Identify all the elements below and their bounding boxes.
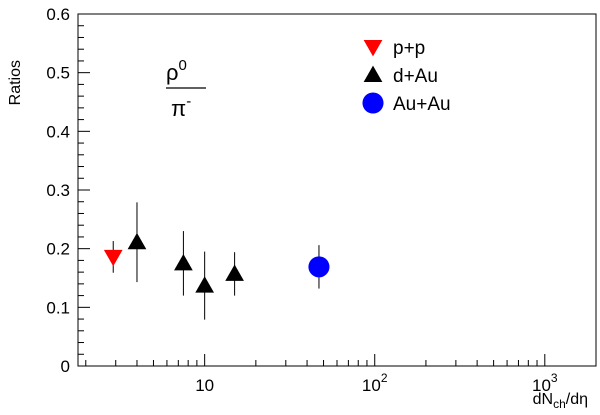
- data-point: [225, 264, 244, 281]
- legend-marker: [363, 39, 383, 57]
- y-axis-label: Ratios: [7, 60, 24, 105]
- series-au-au: [308, 245, 330, 289]
- legend-label: p+p: [393, 38, 425, 59]
- x-tick-label: 103: [532, 371, 558, 395]
- x-tick-label: 10: [195, 376, 214, 395]
- data-point: [308, 256, 330, 278]
- legend-marker: [362, 92, 384, 114]
- data-point: [103, 249, 123, 267]
- legend-label: Au+Au: [393, 94, 451, 115]
- y-tick-label: 0.4: [46, 122, 70, 141]
- plot-frame: [77, 13, 597, 367]
- legend: p+p d+Au Au+Au: [362, 38, 451, 115]
- data-point: [195, 276, 215, 293]
- x-tick-label: 102: [362, 371, 388, 395]
- legend-marker: [363, 65, 383, 83]
- data-point: [127, 232, 147, 250]
- legend-label: d+Au: [393, 66, 438, 87]
- y-tick-label: 0: [61, 357, 70, 376]
- y-tick-label: 0.2: [46, 240, 70, 259]
- y-tick-label: 0.6: [46, 5, 70, 24]
- data-point: [174, 253, 193, 271]
- data-points: [103, 202, 330, 320]
- axes: 0 0.1 0.2 0.3 0.4 0.5 0.6 10 102 103: [46, 5, 597, 395]
- annotation-denominator: π-: [171, 93, 191, 121]
- y-tick-label: 0.3: [46, 181, 70, 200]
- y-tick-label: 0.5: [46, 64, 70, 83]
- annotation-numerator: ρ0: [166, 57, 187, 85]
- ratio-annotation: ρ0 π-: [166, 57, 206, 121]
- y-tick-label: 0.1: [46, 298, 70, 317]
- series-d-au: [127, 202, 244, 320]
- x-axis-label: dNch/dη: [533, 391, 588, 411]
- series-p-p: [103, 241, 123, 273]
